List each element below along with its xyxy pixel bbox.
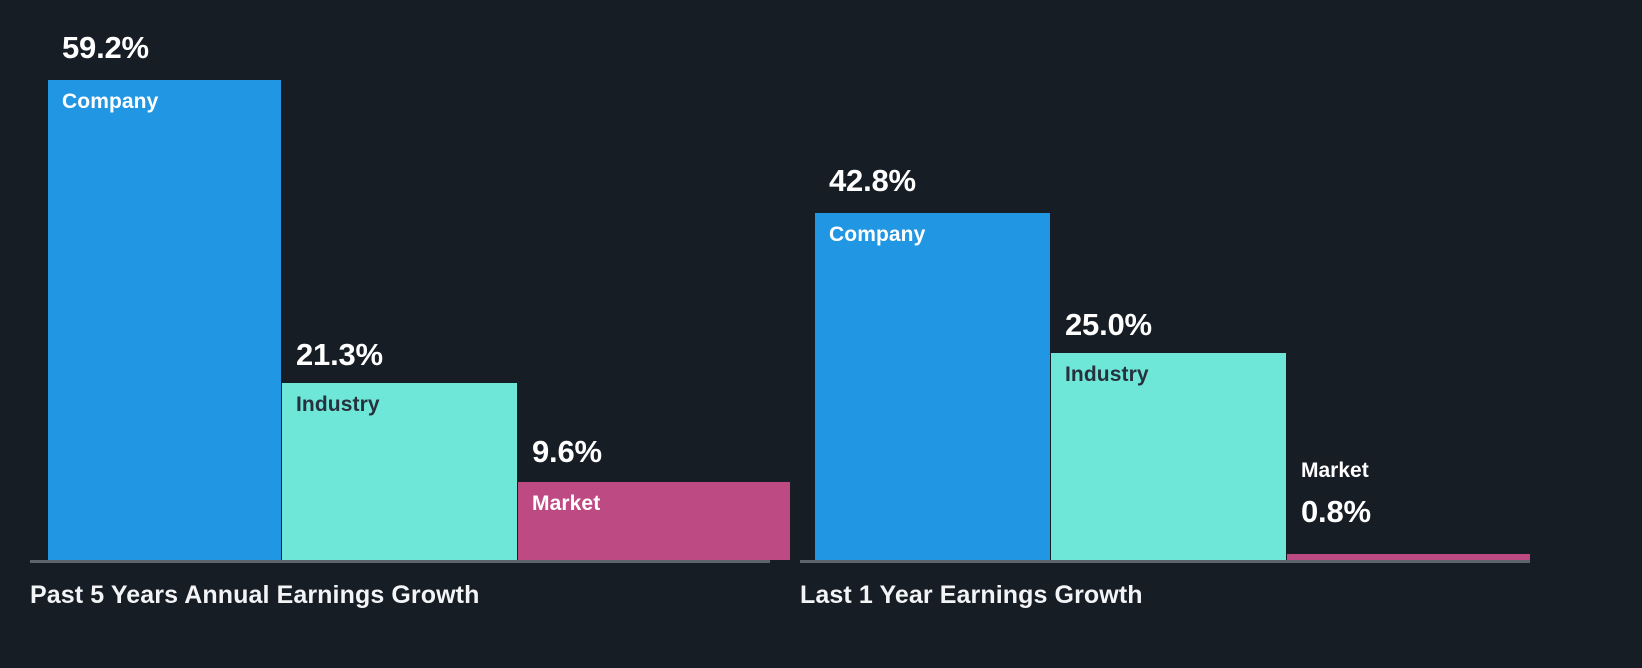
value-label-market-left: 9.6% xyxy=(532,434,602,469)
axis-baseline-left xyxy=(30,560,770,563)
bar-name-market-left: Market xyxy=(532,492,601,515)
bar-industry-left[interactable]: Industry xyxy=(282,383,517,560)
chart-panel-past-5-years: 59.2% Company 21.3% Industry 9.6% Market xyxy=(0,0,800,668)
bar-industry-right[interactable]: Industry xyxy=(1051,353,1286,560)
bar-market-right[interactable] xyxy=(1287,554,1530,560)
plot-area-left: 59.2% Company 21.3% Industry 9.6% Market xyxy=(0,0,800,560)
chart-title-last-1-year: Last 1 Year Earnings Growth xyxy=(800,581,1143,609)
bar-name-company-right: Company xyxy=(829,223,926,246)
bar-market-left[interactable]: Market xyxy=(518,482,790,560)
bar-company-left[interactable]: Company xyxy=(48,80,281,560)
axis-baseline-right xyxy=(800,560,1530,563)
bar-name-industry-left: Industry xyxy=(296,393,380,416)
chart-panel-last-1-year: 42.8% Company 25.0% Industry Market 0.8% xyxy=(800,0,1642,668)
value-label-company-left: 59.2% xyxy=(62,30,149,65)
bar-company-right[interactable]: Company xyxy=(815,213,1050,560)
plot-area-right: 42.8% Company 25.0% Industry Market 0.8% xyxy=(800,0,1642,560)
chart-title-past-5-years: Past 5 Years Annual Earnings Growth xyxy=(30,581,480,609)
value-label-industry-right: 25.0% xyxy=(1065,307,1152,342)
bar-name-industry-right: Industry xyxy=(1065,363,1149,386)
bar-name-company-left: Company xyxy=(62,90,159,113)
bar-name-market-right: Market xyxy=(1301,459,1369,482)
value-label-industry-left: 21.3% xyxy=(296,337,383,372)
value-label-market-right: 0.8% xyxy=(1301,494,1371,529)
value-label-company-right: 42.8% xyxy=(829,163,916,198)
outside-labels-market-right: Market 0.8% xyxy=(1301,460,1371,527)
